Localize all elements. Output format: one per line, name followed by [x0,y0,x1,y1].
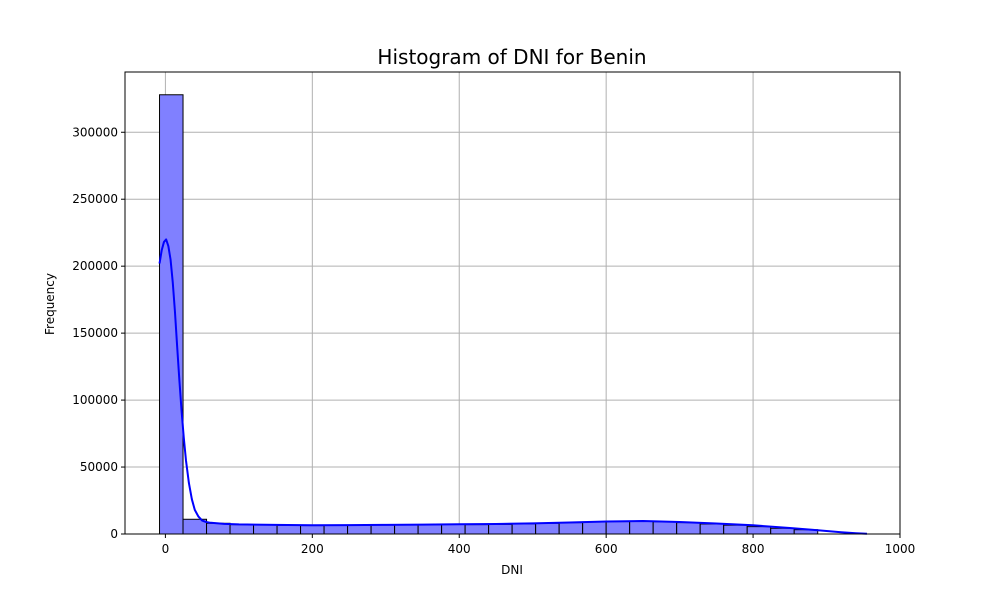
histogram-bar [605,521,631,535]
histogram-bar [723,524,748,535]
histogram-bar [300,525,325,535]
histogram-bar [770,527,795,535]
y-tick-label: 150000 [72,326,118,340]
histogram-bar [417,524,443,535]
plot-frame [124,71,901,535]
histogram-bar [629,520,654,535]
histogram-bar [488,523,513,535]
x-tick-label: 1000 [885,542,916,556]
axes-layer: 0 200 400 600 800 1000 0 50000 100000 150000 20000… [72,71,916,556]
histogram-bar [229,524,255,535]
grid-layer [125,72,901,535]
y-tick-label: 100000 [72,393,118,407]
histogram-bar [582,521,607,535]
y-tick-label: 300000 [72,125,118,139]
histogram-bar [347,524,372,535]
histogram-bar [558,522,584,535]
histogram-bar [746,526,772,535]
histogram-bar [394,524,419,535]
chart-title: Histogram of DNI for Benin [377,45,646,69]
histogram-bar [276,524,302,535]
x-tick-label: 800 [742,542,765,556]
x-tick-label: 200 [301,542,324,556]
kde-curve [158,238,867,535]
y-axis-label: Frequency [43,273,57,335]
histogram-bar [253,524,278,535]
histogram-bar [441,523,466,535]
histogram-bar [676,522,701,535]
histogram-bar [159,94,184,535]
histogram-bar [699,523,725,535]
bars-layer [159,94,819,535]
histogram-bar [511,523,537,535]
histogram-bar [370,524,396,535]
x-tick-label: 400 [448,542,471,556]
x-tick-label: 0 [162,542,170,556]
y-tick-label: 200000 [72,259,118,273]
histogram-bar [652,521,678,535]
histogram-bar [323,524,349,535]
x-tick-label: 600 [595,542,618,556]
histogram-bar [535,522,560,535]
y-tick-label: 0 [110,527,118,541]
histogram-bar [464,524,490,535]
kde-layer [158,238,867,535]
x-axis-label: DNI [501,563,523,577]
y-tick-label: 50000 [80,460,118,474]
y-tick-label: 250000 [72,192,118,206]
